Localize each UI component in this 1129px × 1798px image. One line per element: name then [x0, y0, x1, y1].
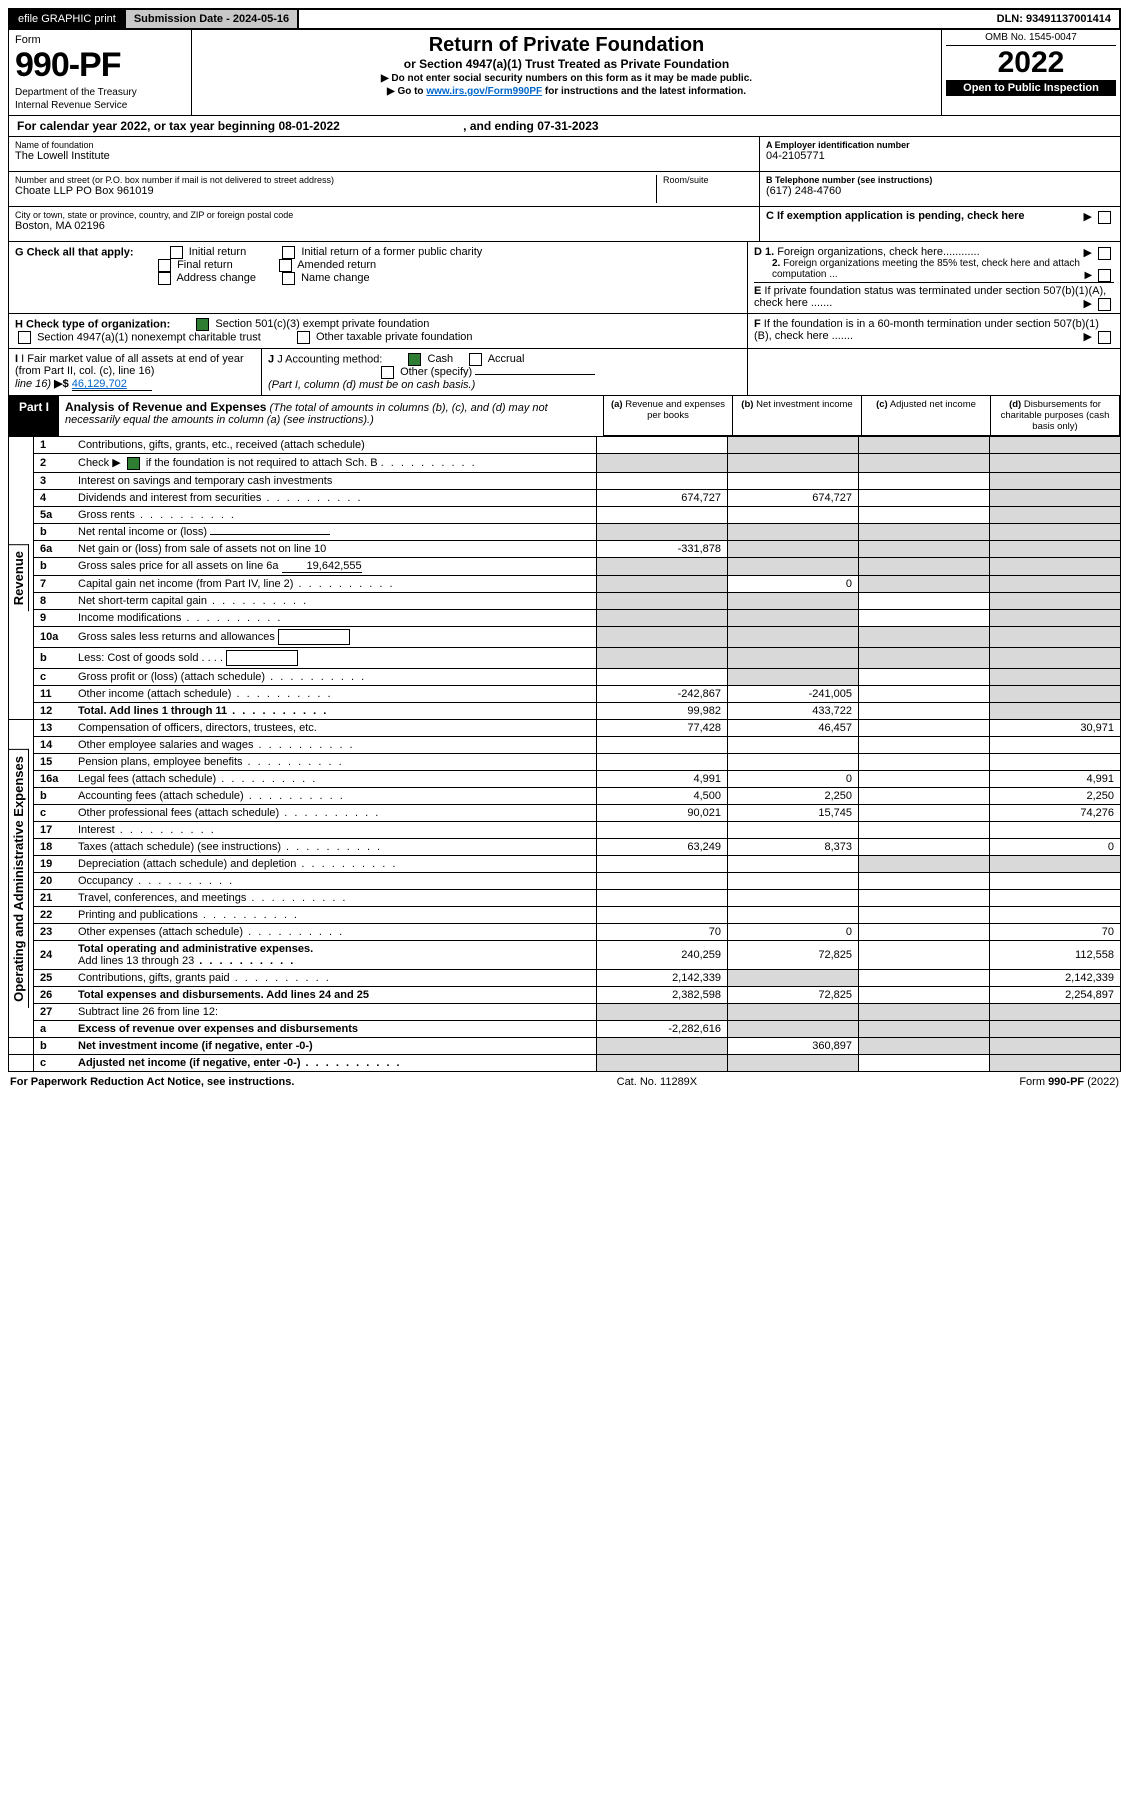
fmv-value[interactable]: 46,129,702: [72, 378, 152, 391]
phone-label: B Telephone number (see instructions): [766, 175, 1114, 185]
h-other-taxable-checkbox[interactable]: [297, 331, 310, 344]
irs-link[interactable]: www.irs.gov/Form990PF: [426, 86, 542, 97]
part1-title: Analysis of Revenue and Expenses: [65, 400, 266, 414]
name-change-checkbox[interactable]: [282, 272, 295, 285]
addr-label: Number and street (or P.O. box number if…: [15, 175, 656, 185]
entity-info: Name of foundation The Lowell Institute …: [8, 137, 1121, 242]
dept-treasury: Department of the Treasury: [15, 87, 185, 98]
foundation-name: The Lowell Institute: [15, 150, 753, 162]
col-c-header: (c) Adjusted net income: [862, 396, 991, 436]
form-subtitle: or Section 4947(a)(1) Trust Treated as P…: [200, 57, 933, 71]
irs-label: Internal Revenue Service: [15, 100, 185, 111]
part1-header: Part I Analysis of Revenue and Expenses …: [8, 396, 1121, 437]
amended-return-checkbox[interactable]: [279, 259, 292, 272]
city-label: City or town, state or province, country…: [15, 210, 753, 220]
d2-checkbox[interactable]: [1098, 269, 1111, 282]
d2-label: 2. Foreign organizations meeting the 85%…: [754, 258, 1114, 280]
form-title: Return of Private Foundation: [200, 34, 933, 57]
f-label: F If the foundation is in a 60-month ter…: [748, 314, 1120, 348]
section-ij: I I Fair market value of all assets at e…: [8, 349, 1121, 396]
c-checkbox[interactable]: [1098, 211, 1111, 224]
d1-label: D 1. D 1. Foreign organizations, check h…: [754, 246, 1114, 258]
ein: 04-2105771: [766, 150, 1114, 162]
j-note: (Part I, column (d) must be on cash basi…: [268, 379, 475, 391]
dln: DLN: 93491137001414: [989, 10, 1119, 28]
initial-former-checkbox[interactable]: [282, 246, 295, 259]
open-public: Open to Public Inspection: [946, 80, 1116, 96]
f-checkbox[interactable]: [1098, 331, 1111, 344]
h-501c3-checkbox[interactable]: [196, 318, 209, 331]
footer-right: Form 990-PF (2022): [1019, 1076, 1119, 1088]
phone: (617) 248-4760: [766, 185, 1114, 197]
revenue-label: Revenue: [9, 544, 29, 611]
section-h: H Check type of organization: Section 50…: [8, 314, 1121, 349]
expenses-label: Operating and Administrative Expenses: [9, 749, 29, 1008]
addr-change-checkbox[interactable]: [158, 272, 171, 285]
cash-checkbox[interactable]: [408, 353, 421, 366]
h-4947-checkbox[interactable]: [18, 331, 31, 344]
section-g: G Check all that apply: Initial return I…: [8, 242, 1121, 314]
initial-return-checkbox[interactable]: [170, 246, 183, 259]
ein-label: A Employer identification number: [766, 140, 1114, 150]
accrual-checkbox[interactable]: [469, 353, 482, 366]
col-b-header: (b) Net investment income: [733, 396, 862, 436]
form-number: 990-PF: [15, 46, 185, 85]
room-label: Room/suite: [663, 175, 753, 185]
d1-checkbox[interactable]: [1098, 247, 1111, 260]
footer-center: Cat. No. 11289X: [617, 1076, 698, 1088]
other-method-checkbox[interactable]: [381, 366, 394, 379]
final-return-checkbox[interactable]: [158, 259, 171, 272]
tax-year: 2022: [946, 46, 1116, 80]
instr-2: ▶ Go to www.irs.gov/Form990PF for instru…: [200, 86, 933, 97]
name-label: Name of foundation: [15, 140, 753, 150]
footer: For Paperwork Reduction Act Notice, see …: [8, 1072, 1121, 1092]
instr-1: ▶ Do not enter social security numbers o…: [200, 73, 933, 84]
col-a-header: (a) Revenue and expenses per books: [604, 396, 733, 436]
city-state-zip: Boston, MA 02196: [15, 220, 753, 232]
h-label: H Check type of organization:: [15, 318, 170, 330]
form-word: Form: [15, 34, 185, 46]
part1-label: Part I: [9, 396, 59, 436]
part1-table: Revenue 1Contributions, gifts, grants, e…: [8, 437, 1121, 1072]
e-checkbox[interactable]: [1098, 298, 1111, 311]
col-d-header: (d) Disbursements for charitable purpose…: [991, 396, 1120, 436]
footer-left: For Paperwork Reduction Act Notice, see …: [10, 1076, 294, 1088]
c-label: C If exemption application is pending, c…: [766, 210, 1025, 222]
form-header: Form 990-PF Department of the Treasury I…: [8, 30, 1121, 116]
calendar-year-row: For calendar year 2022, or tax year begi…: [8, 116, 1121, 137]
address: Choate LLP PO Box 961019: [15, 185, 656, 197]
topbar: efile GRAPHIC print Submission Date - 20…: [8, 8, 1121, 30]
i-label: I Fair market value of all assets at end…: [15, 353, 244, 377]
submission-date: Submission Date - 2024-05-16: [126, 10, 299, 28]
g-label: G Check all that apply:: [15, 246, 134, 258]
schb-checkbox[interactable]: [127, 457, 140, 470]
efile-label: efile GRAPHIC print: [10, 10, 126, 28]
omb-number: OMB No. 1545-0047: [946, 32, 1116, 46]
e-label: E If private foundation status was termi…: [754, 282, 1114, 309]
